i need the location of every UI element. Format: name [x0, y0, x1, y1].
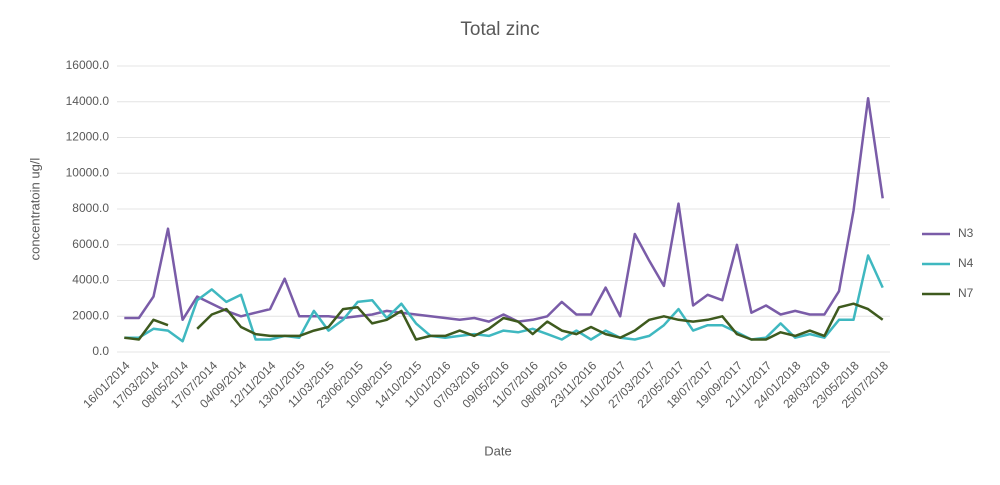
legend-label: N4	[958, 256, 974, 270]
y-tick-label: 0.0	[92, 344, 109, 358]
series-line	[124, 96, 884, 323]
x-axis-title: Date	[484, 443, 511, 458]
legend-label: N7	[958, 286, 974, 300]
y-tick-label: 16000.0	[66, 58, 110, 72]
y-tick-label: 12000.0	[66, 130, 110, 144]
series-line	[124, 254, 884, 343]
y-tick-label: 10000.0	[66, 165, 110, 179]
y-tick-label: 6000.0	[72, 237, 109, 251]
legend-label: N3	[958, 226, 974, 240]
y-tick-label: 14000.0	[66, 94, 110, 108]
series-line	[124, 302, 884, 341]
y-tick-label: 8000.0	[72, 201, 109, 215]
y-tick-label: 2000.0	[72, 308, 109, 322]
chart-title: Total zinc	[460, 19, 539, 40]
y-axis-title: concentratoin ug/l	[27, 158, 42, 261]
y-tick-label: 4000.0	[72, 273, 109, 287]
